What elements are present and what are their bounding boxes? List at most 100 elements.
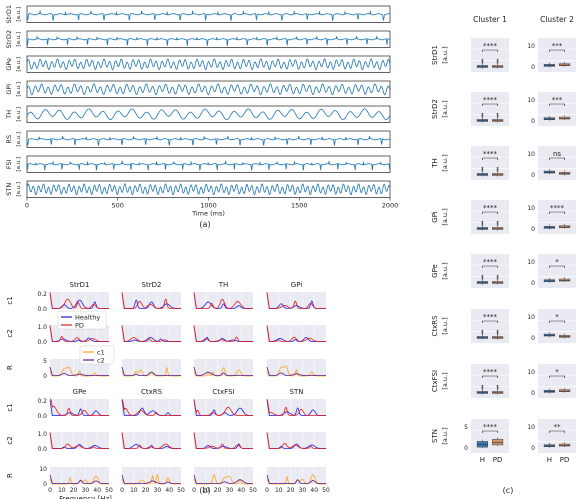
box-outlier-pd [496,329,499,332]
trace-line-gpe [26,58,391,71]
spectrum-line-pd [121,432,181,449]
trace-box-strd1 [26,5,391,23]
spectrum-axes-bg [267,325,326,342]
spectrum-x-tick-label: 50 [249,487,257,494]
box-y-tick-label: 0 [531,172,535,179]
box-outlier-pd [496,166,499,169]
trace-box-gpi [26,80,391,98]
ratio-line-c2 [49,474,109,484]
box-h [476,391,488,394]
significance-bracket [482,430,498,433]
box-row-unit: [a.u.] [441,262,449,279]
box-y-tick-label: 0 [464,445,468,452]
spectrum-x-tick-label: 20 [287,487,295,494]
spectrum-axes-bg [122,399,181,416]
box-y-tick-label: 0 [531,445,535,452]
significance-bracket [482,320,498,323]
spectrum-x-tick-label: 30 [226,487,234,494]
spectrum-y-tick-label: 1.0 [37,431,47,438]
spectrum-row-label: c1 [6,296,14,304]
box-pd [559,172,571,175]
spectrum-title-strd1: StrD1 [70,281,90,289]
box-outlier-h [481,329,484,332]
box-outlier-pd [496,384,499,387]
box-row-unit: [a.u.] [441,208,449,225]
trace-unit-label: [a.u.] [16,132,22,147]
box-outlier-h [481,277,484,280]
spectrum-y-tick-label: 0 [43,373,47,380]
spectrum-x-tick-label: 10 [130,487,138,494]
spectrum-y-tick-label: 0.2 [37,291,47,298]
box-row-unit: [a.u.] [441,46,449,63]
box-row-unit: [a.u.] [441,100,449,117]
x-tick-label-a: 0 [25,202,29,210]
box-outlier-pd [496,61,499,64]
spectrum-y-tick-label: 0.0 [37,413,47,420]
box-h [543,390,555,393]
spectrum-x-tick-label: 0 [48,487,52,494]
box-y-tick-label: 0 [531,335,535,342]
box-outlier-pd [496,274,499,277]
box-pd [559,443,571,447]
significance-label: ** [554,423,562,431]
spectrum-axes-bg [50,467,109,484]
trace-unit-label: [a.u.] [16,32,22,47]
trace-label-fsi: FSI [5,159,13,169]
box-outlier-h [481,220,484,223]
x-tick-label-a: 1000 [200,202,217,210]
panel-label-b: (b) [199,486,210,495]
significance-label: **** [483,313,498,321]
trace-label-gpi: GPi [5,84,13,95]
box-outlier-h [481,274,484,277]
ratio-line-c2 [266,366,326,376]
spectrum-line-pd [193,399,253,416]
trace-line-strd2 [26,36,391,47]
spectrum-x-tick-label: 20 [214,487,222,494]
box-pd [559,116,571,120]
spectrum-x-tick-label: 10 [58,487,66,494]
spectrum-line-pd [266,292,326,309]
significance-label: **** [483,42,498,50]
box-outlier-pd [496,115,499,118]
box-outlier-pd [496,332,499,335]
significance-bracket [549,49,565,52]
significance-bracket [482,103,498,106]
box-pd [559,335,571,338]
significance-label: * [555,313,559,321]
spectrum-title-gpe: GPe [73,388,87,396]
box-h [543,170,555,174]
box-outlier-h [481,58,484,61]
significance-label: **** [550,204,565,212]
trace-label-strd2: StrD2 [5,30,13,49]
box-pd [492,173,504,176]
spectrum-x-tick-label: 10 [202,487,210,494]
significance-label: **** [483,258,498,266]
box-outlier-h [481,331,484,334]
box-row-region-stn: STN [431,429,439,443]
box-h [476,336,488,339]
trace-unit-label: [a.u.] [16,82,22,97]
box-outlier-pd [496,223,499,226]
trace-label-th: TH [5,110,13,120]
box-outlier-pd [496,386,499,389]
spectrum-line-pd [266,325,326,342]
spectrum-y-tick-label: 10 [39,466,47,473]
legend-c1-c2-label-c2: c2 [97,357,105,365]
spectrum-x-tick-label: 20 [70,487,78,494]
box-h [543,226,555,229]
box-pd [559,278,571,282]
significance-label: * [555,368,559,376]
box-h [543,333,555,337]
trace-label-rs: RS [5,135,13,144]
box-y-tick-label: 0 [531,226,535,233]
box-outlier-h [481,384,484,387]
spectrum-row-label: c2 [6,436,14,444]
significance-label: ns [553,150,561,158]
box-outlier-pd [496,169,499,172]
ratio-line-c2 [193,474,253,484]
spectrum-axes-bg [122,325,181,342]
significance-label: * [555,258,559,266]
x-tick-label-a: 500 [112,202,124,210]
spectrum-line-pd [193,325,253,342]
